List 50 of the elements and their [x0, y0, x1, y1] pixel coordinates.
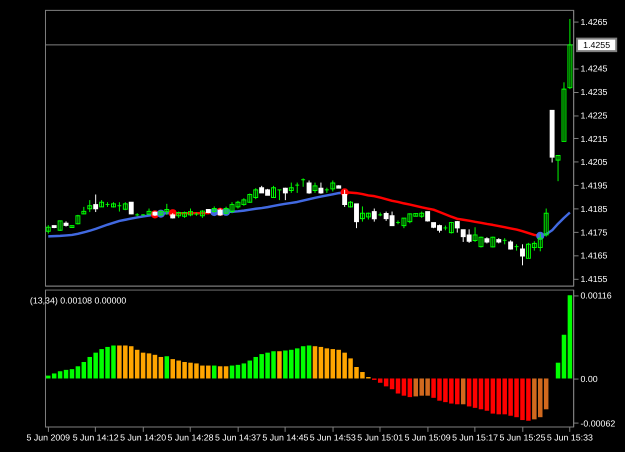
candlestick	[556, 154, 560, 182]
y-tick-label: 1.4175	[580, 227, 608, 238]
x-tick-label: 5 Jun 15:01	[357, 432, 404, 443]
y-tick-label: 0.00	[580, 374, 598, 384]
x-tick-label: 5 Jun 14:45	[262, 432, 308, 443]
candlestick	[318, 182, 324, 194]
candlestick	[330, 180, 336, 192]
candlestick	[312, 182, 318, 194]
y-tick-label: 1.4185	[580, 204, 608, 214]
x-tick-label: 5 Jun 2009	[26, 432, 70, 443]
x-tick-label: 5 Jun 14:20	[120, 432, 166, 443]
x-tick-label: 5 Jun 14:53	[310, 432, 356, 443]
y-tick-label: 1.4265	[580, 16, 608, 27]
bar	[460, 378, 466, 404]
y-tick-label: 1.4235	[580, 87, 608, 98]
y-tick-label: 1.4225	[580, 110, 608, 120]
candlestick	[58, 220, 63, 232]
candlestick	[372, 208, 377, 222]
candlestick	[490, 236, 496, 248]
x-tick-label: 5 Jun 15:17	[452, 432, 498, 443]
x-tick-label: 5 Jun 15:33	[546, 432, 593, 443]
y-tick-label: 1.4155	[580, 274, 608, 284]
candlestick	[128, 201, 134, 215]
candlestick	[520, 244, 525, 266]
candlestick	[562, 82, 566, 142]
x-tick-label: 5 Jun 15:09	[404, 432, 451, 443]
candlestick	[288, 182, 294, 194]
x-tick-label: 5 Jun 14:28	[168, 432, 214, 443]
text: (13,34) 0.00108 0.00000	[30, 295, 126, 306]
candlestick	[544, 208, 549, 238]
x-tick-label: 5 Jun 14:37	[214, 432, 262, 443]
y-tick-label: -0.00062	[580, 418, 616, 428]
candlestick	[93, 194, 98, 213]
candlestick	[87, 200, 92, 213]
bar	[277, 351, 282, 378]
x-tick-label: 5 Jun 14:12	[72, 432, 119, 443]
candlestick	[567, 18, 572, 90]
y-tick-label: 1.4195	[580, 180, 608, 191]
candlestick	[75, 214, 80, 225]
y-tick-label: 1.4205	[580, 157, 608, 168]
y-tick-label: 1.4215	[580, 134, 608, 144]
candlestick	[306, 180, 312, 194]
bar	[164, 356, 170, 378]
bar	[212, 366, 216, 378]
candlestick	[354, 203, 359, 229]
y-tick-label: 1.4165	[580, 250, 608, 261]
x-tick-label: 5 Jun 15:25	[499, 432, 546, 443]
y-tick-label: 1.4245	[580, 64, 608, 74]
ref-line-label: 1.4255	[583, 40, 610, 50]
y-tick-label: 0.00116	[580, 290, 612, 301]
